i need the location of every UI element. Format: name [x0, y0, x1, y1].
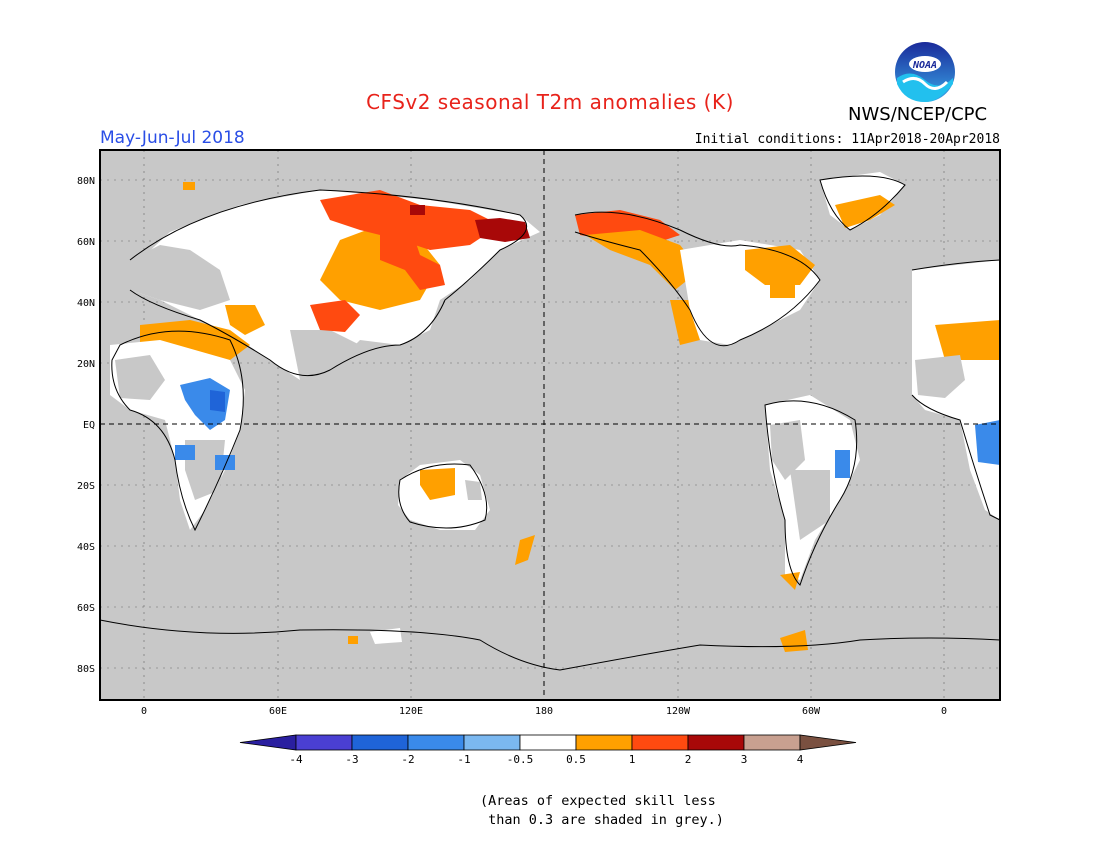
organization-label: NWS/NCEP/CPC	[848, 104, 988, 125]
lat-label: 20S	[77, 481, 95, 492]
lat-label: 40S	[77, 542, 95, 553]
colorbar-tick-label: -1	[457, 753, 470, 766]
lon-labels: 0 60E 120E 180 120W 60W 0	[141, 706, 947, 717]
colorbar-segment	[351, 734, 409, 751]
lat-label: 80S	[77, 664, 95, 675]
colorbar-segment	[407, 734, 465, 751]
coastlines	[99, 175, 1001, 671]
colorbar-segment	[239, 734, 297, 751]
lat-labels: 80N 60N 40N 20N EQ 20S 40S 60S 80S	[77, 176, 95, 675]
lon-label: 120W	[666, 706, 691, 717]
noaa-logo-icon: NOAA	[895, 42, 955, 102]
colorbar-segment	[743, 734, 801, 751]
colorbar-segment	[295, 734, 353, 751]
colorbar-segment	[575, 734, 633, 751]
colorbar-segment	[631, 734, 689, 751]
lat-label: 20N	[77, 359, 95, 370]
svg-text:NOAA: NOAA	[912, 60, 937, 71]
colorbar-tick-label: 4	[797, 753, 804, 766]
lat-label: 60S	[77, 603, 95, 614]
colorbar-segment	[687, 734, 745, 751]
colorbar-tick-label: 3	[741, 753, 748, 766]
colorbar: -4 -3 -2 -1 -0.5 0.5 1 2 3 4	[239, 734, 857, 766]
colorbar-tick-label: -0.5	[507, 753, 534, 766]
lon-label: 60E	[269, 706, 287, 717]
colorbar-tick-label: 2	[685, 753, 692, 766]
colorbar-segment	[519, 734, 577, 751]
initial-conditions: Initial conditions: 11Apr2018-20Apr2018	[694, 132, 1000, 147]
colorbar-tick-label: -2	[401, 753, 414, 766]
lon-label: 0	[941, 706, 947, 717]
lat-label: 40N	[77, 298, 95, 309]
colorbar-tick-label: -3	[345, 753, 358, 766]
lat-label: 80N	[77, 176, 95, 187]
colorbar-segment	[463, 734, 521, 751]
lon-label: 60W	[802, 706, 821, 717]
lon-label: 120E	[399, 706, 423, 717]
map-frame	[99, 149, 1001, 701]
lon-label: 180	[535, 706, 553, 717]
skill-footnote: (Areas of expected skill less than 0.3 a…	[480, 793, 724, 828]
colorbar-segment	[799, 734, 857, 751]
lat-label: EQ	[83, 420, 95, 431]
lat-label: 60N	[77, 237, 95, 248]
map-title: CFSv2 seasonal T2m anomalies (K)	[366, 90, 734, 114]
anomaly-fields	[110, 172, 1000, 652]
colorbar-tick-label: 0.5	[566, 753, 586, 766]
forecast-period: May-Jun-Jul 2018	[100, 128, 245, 148]
lon-label: 0	[141, 706, 147, 717]
colorbar-tick-label: -4	[289, 753, 303, 766]
colorbar-tick-label: 1	[629, 753, 636, 766]
